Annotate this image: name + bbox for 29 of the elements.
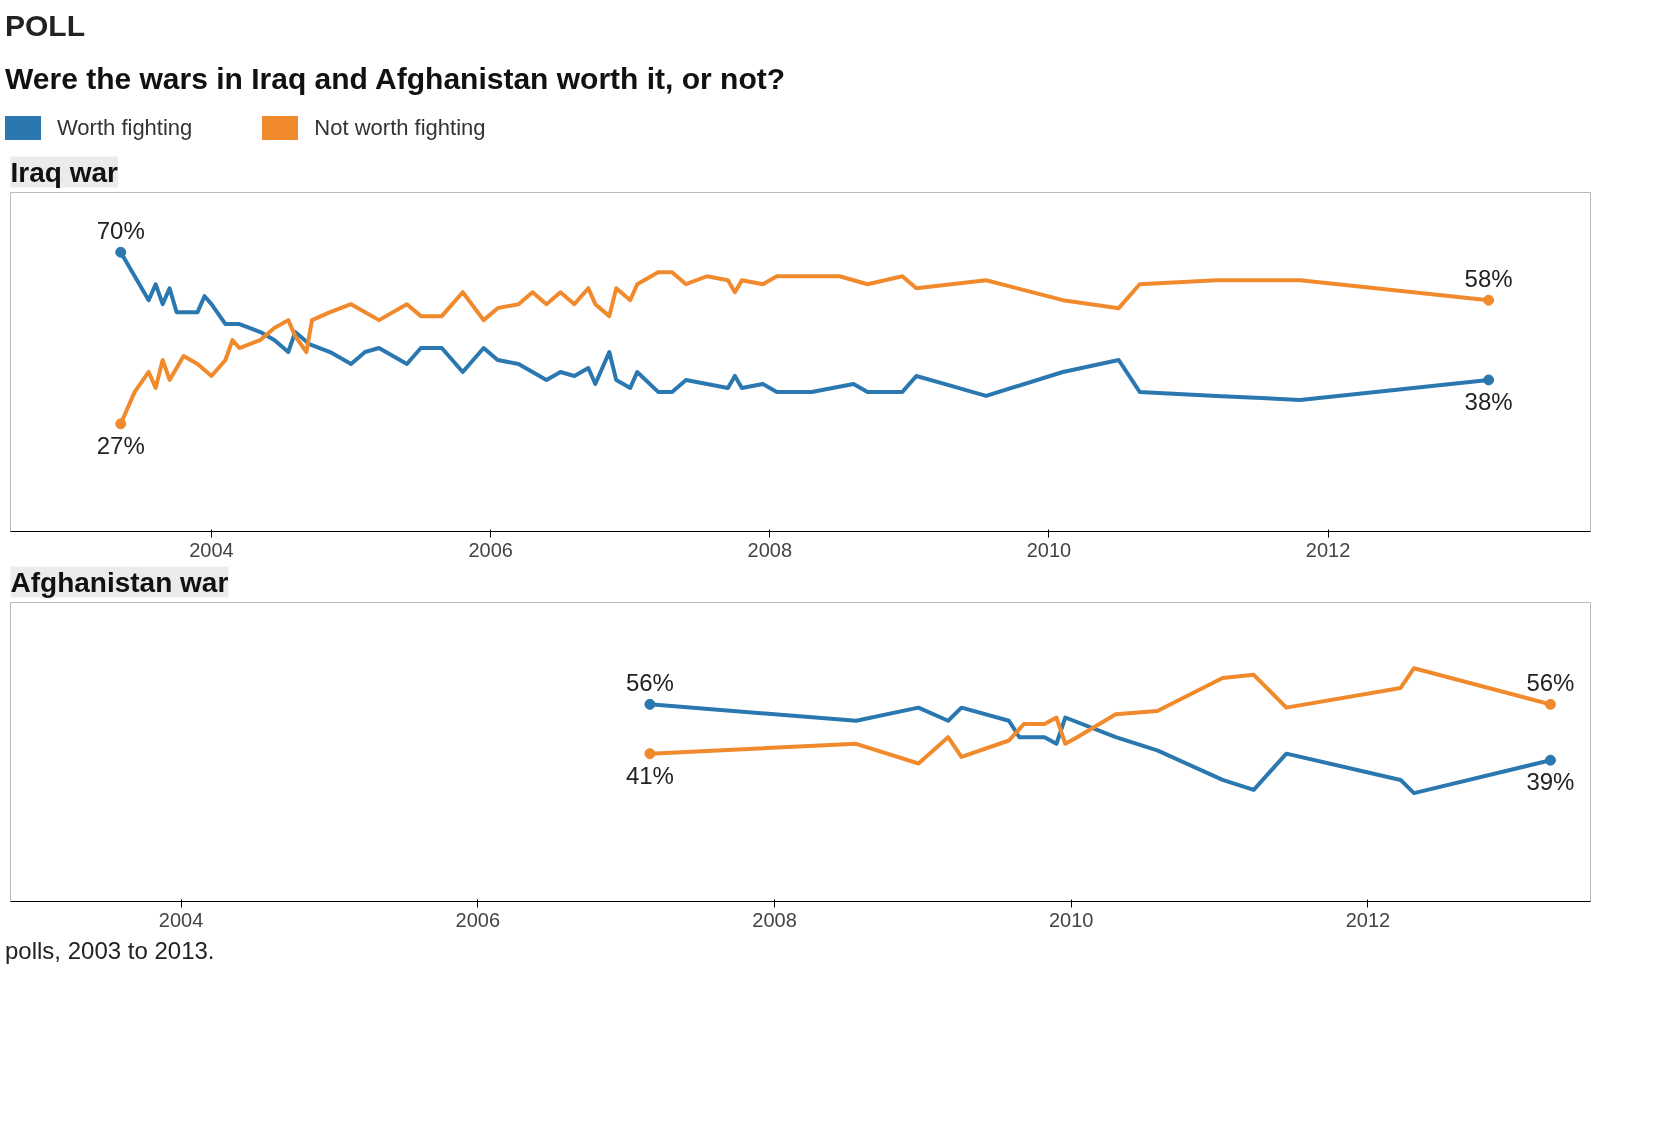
x-tick-label: 2006 xyxy=(468,538,513,561)
text: POLL xyxy=(5,8,85,44)
x-tick-label: 2006 xyxy=(455,908,501,931)
data-label: 38% xyxy=(1464,387,1513,415)
legend-label: Not worth fighting xyxy=(314,115,486,141)
point xyxy=(115,246,127,258)
x-tick-label: 2004 xyxy=(189,538,234,561)
data-label: 56% xyxy=(1526,668,1575,696)
point xyxy=(115,417,127,429)
data-label: 56% xyxy=(625,668,674,696)
x-tick-label: 2010 xyxy=(1049,908,1094,931)
x-tick-label: 2008 xyxy=(747,538,793,561)
x-tick-label: 2004 xyxy=(158,908,204,931)
x-tick-label: 2012 xyxy=(1305,538,1351,561)
chart-subtitle: Iraq war xyxy=(10,156,118,188)
data-label: 39% xyxy=(1526,767,1575,795)
x-tick-label: 2012 xyxy=(1345,908,1391,931)
point xyxy=(1483,294,1495,306)
data-label: 41% xyxy=(625,761,674,789)
data-label: 70% xyxy=(96,216,145,244)
text: polls, 2003 to 2013. xyxy=(5,935,215,966)
legend-label: Worth fighting xyxy=(57,115,193,141)
point xyxy=(1483,374,1495,386)
data-label: 27% xyxy=(96,431,145,459)
x-tick-label: 2010 xyxy=(1026,538,1072,561)
chart-subtitle: Afghanistan war xyxy=(10,566,229,598)
x-tick-label: 2008 xyxy=(752,908,797,931)
chart-title: Were the wars in Iraq and Afghanistan worth it, or not? xyxy=(5,60,786,97)
data-label: 58% xyxy=(1464,264,1513,292)
